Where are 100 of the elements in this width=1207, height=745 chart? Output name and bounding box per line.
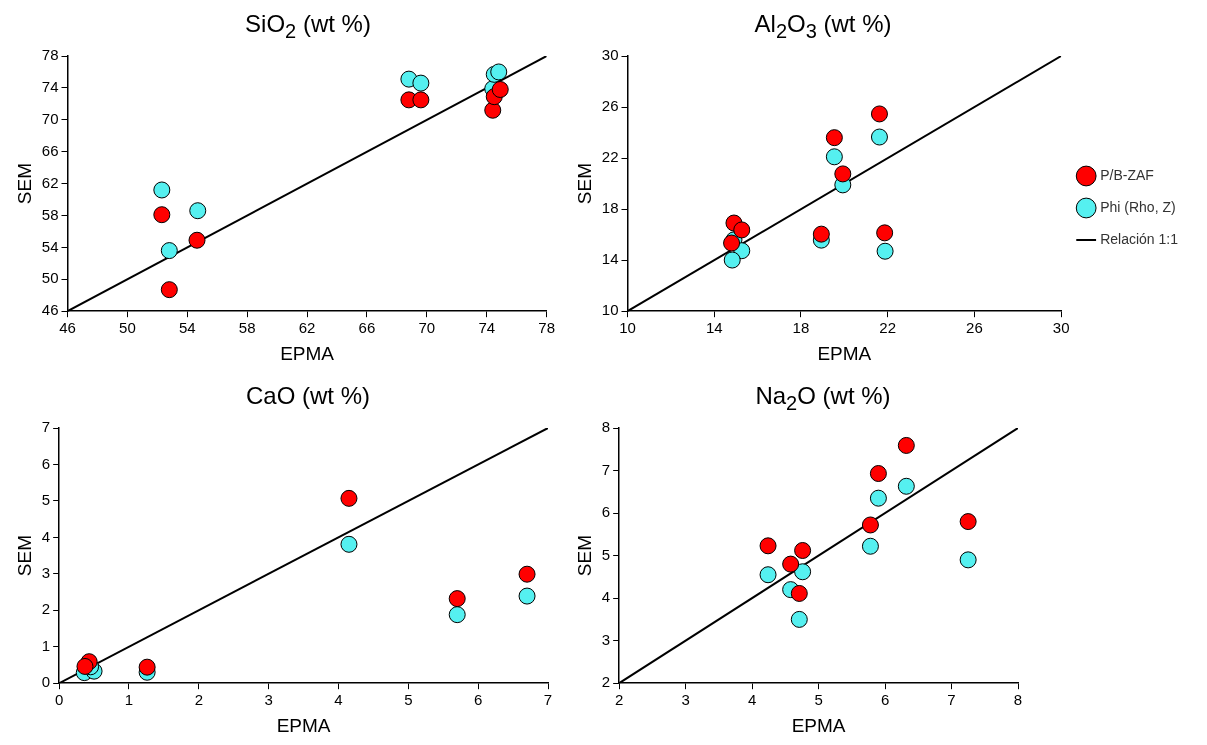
y-tick-label: 7 [41, 418, 51, 436]
point [484, 101, 502, 119]
y-tick-label: 54 [41, 237, 59, 255]
point [448, 590, 466, 608]
y-tick-label: 18 [601, 199, 619, 217]
x-tick-label: 26 [966, 319, 983, 337]
point [790, 610, 808, 628]
point [412, 74, 430, 92]
chart-title: SiO$_{2}$ (wt %) [244, 9, 372, 44]
y-tick-label: 3 [41, 563, 51, 581]
y-tick-label: 1 [41, 636, 51, 654]
y-tick-label: 66 [41, 141, 59, 159]
point [876, 242, 894, 260]
y-tick-label: 5 [41, 491, 51, 509]
x-tick-label: 3 [264, 691, 273, 709]
y-tick-label: 5 [601, 545, 611, 563]
point [76, 657, 94, 675]
y-tick-label: 2 [601, 673, 611, 691]
point [518, 587, 536, 605]
x-tick-label: 1 [124, 691, 134, 709]
x-tick-label: 14 [705, 319, 723, 337]
x-tick-label: 8 [1013, 691, 1023, 709]
y-tick-label: 4 [601, 588, 611, 606]
point [340, 489, 358, 507]
point [153, 181, 171, 199]
x-tick-label: 5 [814, 691, 823, 709]
y-axis-title: SEM [13, 163, 35, 205]
point [491, 81, 509, 98]
point [340, 535, 358, 553]
point [160, 281, 178, 299]
y-axis-title: SEM [573, 163, 595, 205]
point [861, 516, 879, 534]
x-tick-label: 3 [681, 691, 690, 709]
x-tick-label: 2 [194, 691, 203, 709]
y-tick-label: 58 [41, 205, 59, 223]
y-tick-label: 74 [41, 78, 59, 96]
y-tick-label: 7 [601, 460, 611, 478]
point [869, 465, 887, 483]
y-tick-label: 10 [601, 301, 619, 319]
x-tick-label: 18 [792, 319, 810, 337]
point [869, 489, 887, 507]
x-tick-label: 5 [404, 691, 413, 709]
y-tick-label: 70 [41, 109, 59, 127]
x-tick-label: 22 [879, 319, 897, 337]
point [834, 165, 852, 183]
point [189, 202, 207, 220]
point [138, 658, 156, 676]
x-tick-label: 6 [473, 691, 483, 709]
y-tick-label: 6 [41, 454, 51, 472]
y-tick-label: 3 [601, 630, 611, 648]
point [759, 537, 777, 555]
x-tick-label: 70 [418, 319, 436, 337]
point [876, 224, 894, 242]
y-tick-label: 26 [601, 97, 619, 115]
point [897, 436, 915, 454]
point [870, 105, 888, 123]
x-tick-label: 6 [880, 691, 890, 709]
y-tick-label: 22 [601, 148, 619, 166]
point [870, 128, 888, 146]
point [490, 63, 508, 81]
x-tick-label: 7 [947, 691, 956, 709]
point [448, 606, 466, 624]
y-tick-label: 6 [601, 503, 611, 521]
y-tick-label: 0 [41, 673, 51, 691]
point [861, 537, 879, 555]
x-tick-label: 78 [538, 319, 555, 337]
legend-label: Relación 1:1 [1100, 230, 1179, 247]
x-tick-label: 30 [1052, 319, 1070, 337]
point [518, 565, 536, 583]
point [188, 231, 206, 249]
x-tick-label: 58 [238, 319, 256, 337]
y-tick-label: 46 [41, 301, 59, 319]
x-axis-title: EPMA [791, 714, 846, 736]
y-tick-label: 4 [41, 527, 51, 545]
x-tick-label: 10 [619, 319, 636, 337]
x-tick-label: 62 [298, 319, 316, 337]
x-tick-label: 4 [334, 691, 343, 709]
chart-title: Na$_{2}$O (wt %) [754, 381, 892, 416]
point [812, 225, 830, 243]
point [794, 542, 812, 559]
point [794, 563, 812, 581]
y-tick-label: 30 [601, 46, 619, 64]
x-tick-label: 46 [59, 319, 76, 337]
legend-label: Phi (Rho, Z) [1100, 198, 1176, 215]
point [733, 221, 751, 239]
y-tick-label: 50 [41, 269, 59, 287]
x-tick-label: 54 [178, 319, 196, 337]
point [723, 251, 741, 269]
y-axis-title: SEM [13, 535, 35, 577]
chart-title: CaO (wt %) [245, 381, 371, 411]
y-axis-title: SEM [573, 535, 595, 577]
point [897, 477, 915, 495]
x-axis-title: EPMA [280, 342, 335, 364]
x-tick-label: 4 [747, 691, 757, 709]
point [160, 242, 178, 260]
chart-title: Al$_{2}$O$_{3}$ (wt %) [753, 9, 893, 44]
y-tick-label: 2 [41, 600, 51, 618]
point [782, 555, 800, 573]
point [790, 584, 808, 602]
point [959, 513, 977, 531]
